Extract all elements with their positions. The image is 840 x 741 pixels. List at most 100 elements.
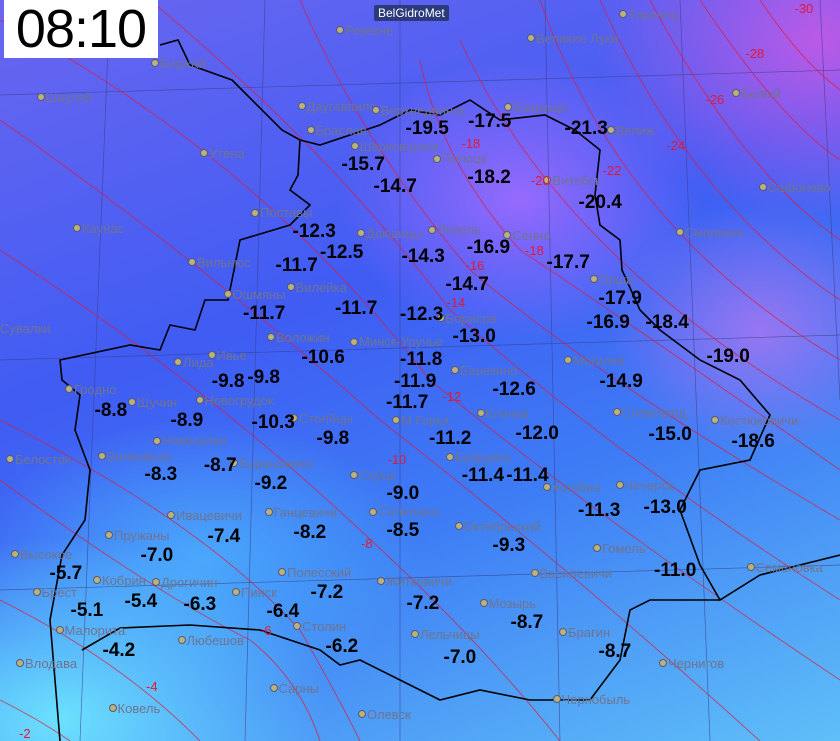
isotherm-label: -30 (794, 0, 814, 16)
city-label: Сувалки (0, 320, 51, 336)
city-marker (559, 628, 567, 636)
city-label: Белый (741, 85, 781, 101)
city-label: Поставы (260, 205, 313, 221)
city-marker (606, 126, 615, 134)
temperature-label: -4.2 (102, 639, 136, 661)
city-label: Чернобыль (561, 691, 631, 707)
city-marker (454, 522, 463, 530)
city-label: Щучин (137, 394, 178, 410)
city-marker (167, 511, 175, 519)
temperature-label: -6.3 (183, 593, 217, 615)
temperature-label: -8.7 (598, 640, 632, 662)
city-marker (11, 550, 19, 558)
temperature-label: -11.3 (578, 499, 621, 521)
city-label: Полоцк (442, 151, 487, 167)
city-marker (16, 659, 24, 667)
city-label: Барановичи (239, 455, 313, 471)
city-marker (675, 228, 684, 236)
city-label: Докшицы (366, 225, 423, 241)
border-line (81, 599, 720, 701)
city-marker (195, 396, 204, 404)
city-marker (293, 622, 301, 630)
temperature-label: -10.6 (301, 346, 345, 368)
temperature-label: -11.4 (461, 464, 505, 486)
isotherm-label: -18 (525, 243, 544, 259)
city-marker (619, 10, 627, 18)
city-label: Столбцы (299, 410, 353, 426)
isotherm-line (419, 59, 840, 471)
city-label: Влодава (25, 655, 78, 671)
city-label: Волковыск (106, 448, 172, 464)
temperature-label: -19.5 (405, 117, 449, 139)
city-label: Ивацевичи (176, 507, 243, 523)
temperature-label: -7.0 (443, 646, 477, 668)
city-label: Кобрин (102, 572, 146, 588)
city-marker (93, 576, 101, 584)
city-marker (105, 531, 113, 539)
city-label: Бобруйск (455, 449, 512, 465)
city-label: Каунас (82, 220, 125, 236)
city-label: Березино (460, 362, 518, 378)
city-label: Утена (209, 145, 245, 161)
temperature-label: -7.4 (207, 525, 241, 547)
temperature-label: -9.3 (492, 534, 526, 556)
city-marker (589, 275, 598, 283)
city-marker (32, 588, 41, 597)
city-label: Ковель (117, 700, 161, 716)
city-marker (174, 358, 182, 366)
city-label: Ивье (216, 347, 247, 363)
city-marker (36, 93, 45, 101)
city-label: Великие Луки (536, 30, 619, 46)
city-label: Высокое (20, 546, 73, 562)
temperature-label: -5.7 (49, 563, 83, 585)
temperature-label: -20.4 (578, 191, 622, 213)
city-label: Новогрудок (204, 392, 274, 408)
city-marker (73, 224, 81, 232)
city-marker (564, 356, 572, 364)
isotherm-line (649, 0, 840, 241)
temperature-label: -9.0 (386, 482, 420, 504)
city-marker (6, 455, 14, 463)
city-marker (358, 710, 366, 718)
city-label: Василевичи (539, 565, 613, 581)
city-label: Езерище (513, 99, 568, 115)
city-label: Орша (598, 271, 634, 287)
city-label: Могилев (573, 352, 625, 368)
isotherm-label: -28 (745, 45, 765, 61)
temperature-label: -8.2 (293, 521, 327, 543)
isotherm-label: -22 (602, 162, 622, 178)
city-label: Белосток (15, 451, 71, 467)
temperature-label: -8.5 (386, 519, 420, 541)
city-marker (232, 588, 240, 596)
city-label: Ганцевичи (273, 504, 337, 520)
city-label: Кличев (485, 405, 529, 421)
city-label: Велиж (615, 122, 655, 138)
city-label: Сенно (512, 227, 551, 243)
city-marker (711, 416, 719, 424)
isotherm-label: -2 (19, 725, 31, 741)
city-label: Минск-Уручье (359, 334, 443, 350)
city-marker (350, 337, 358, 346)
temperature-label: -19.0 (706, 345, 750, 367)
city-marker (152, 578, 160, 586)
isotherm-line (459, 39, 840, 421)
city-marker (758, 183, 767, 191)
city-marker (290, 414, 298, 422)
city-label: Семеновка (755, 559, 823, 575)
city-marker (264, 508, 273, 516)
temperature-label: -8.7 (510, 611, 544, 633)
city-marker (593, 544, 601, 552)
border-line (49, 39, 312, 741)
city-label: Смоленск (684, 224, 744, 240)
city-marker (530, 569, 539, 577)
temperature-label: -11.7 (335, 297, 378, 319)
isotherm-line (149, 0, 840, 601)
city-marker (451, 366, 459, 374)
temperature-label: -10.3 (251, 411, 295, 433)
city-marker (369, 507, 377, 516)
isotherm-label: -10 (387, 452, 407, 468)
city-label: Брест (41, 584, 77, 600)
isotherm-label: -20 (530, 172, 550, 188)
